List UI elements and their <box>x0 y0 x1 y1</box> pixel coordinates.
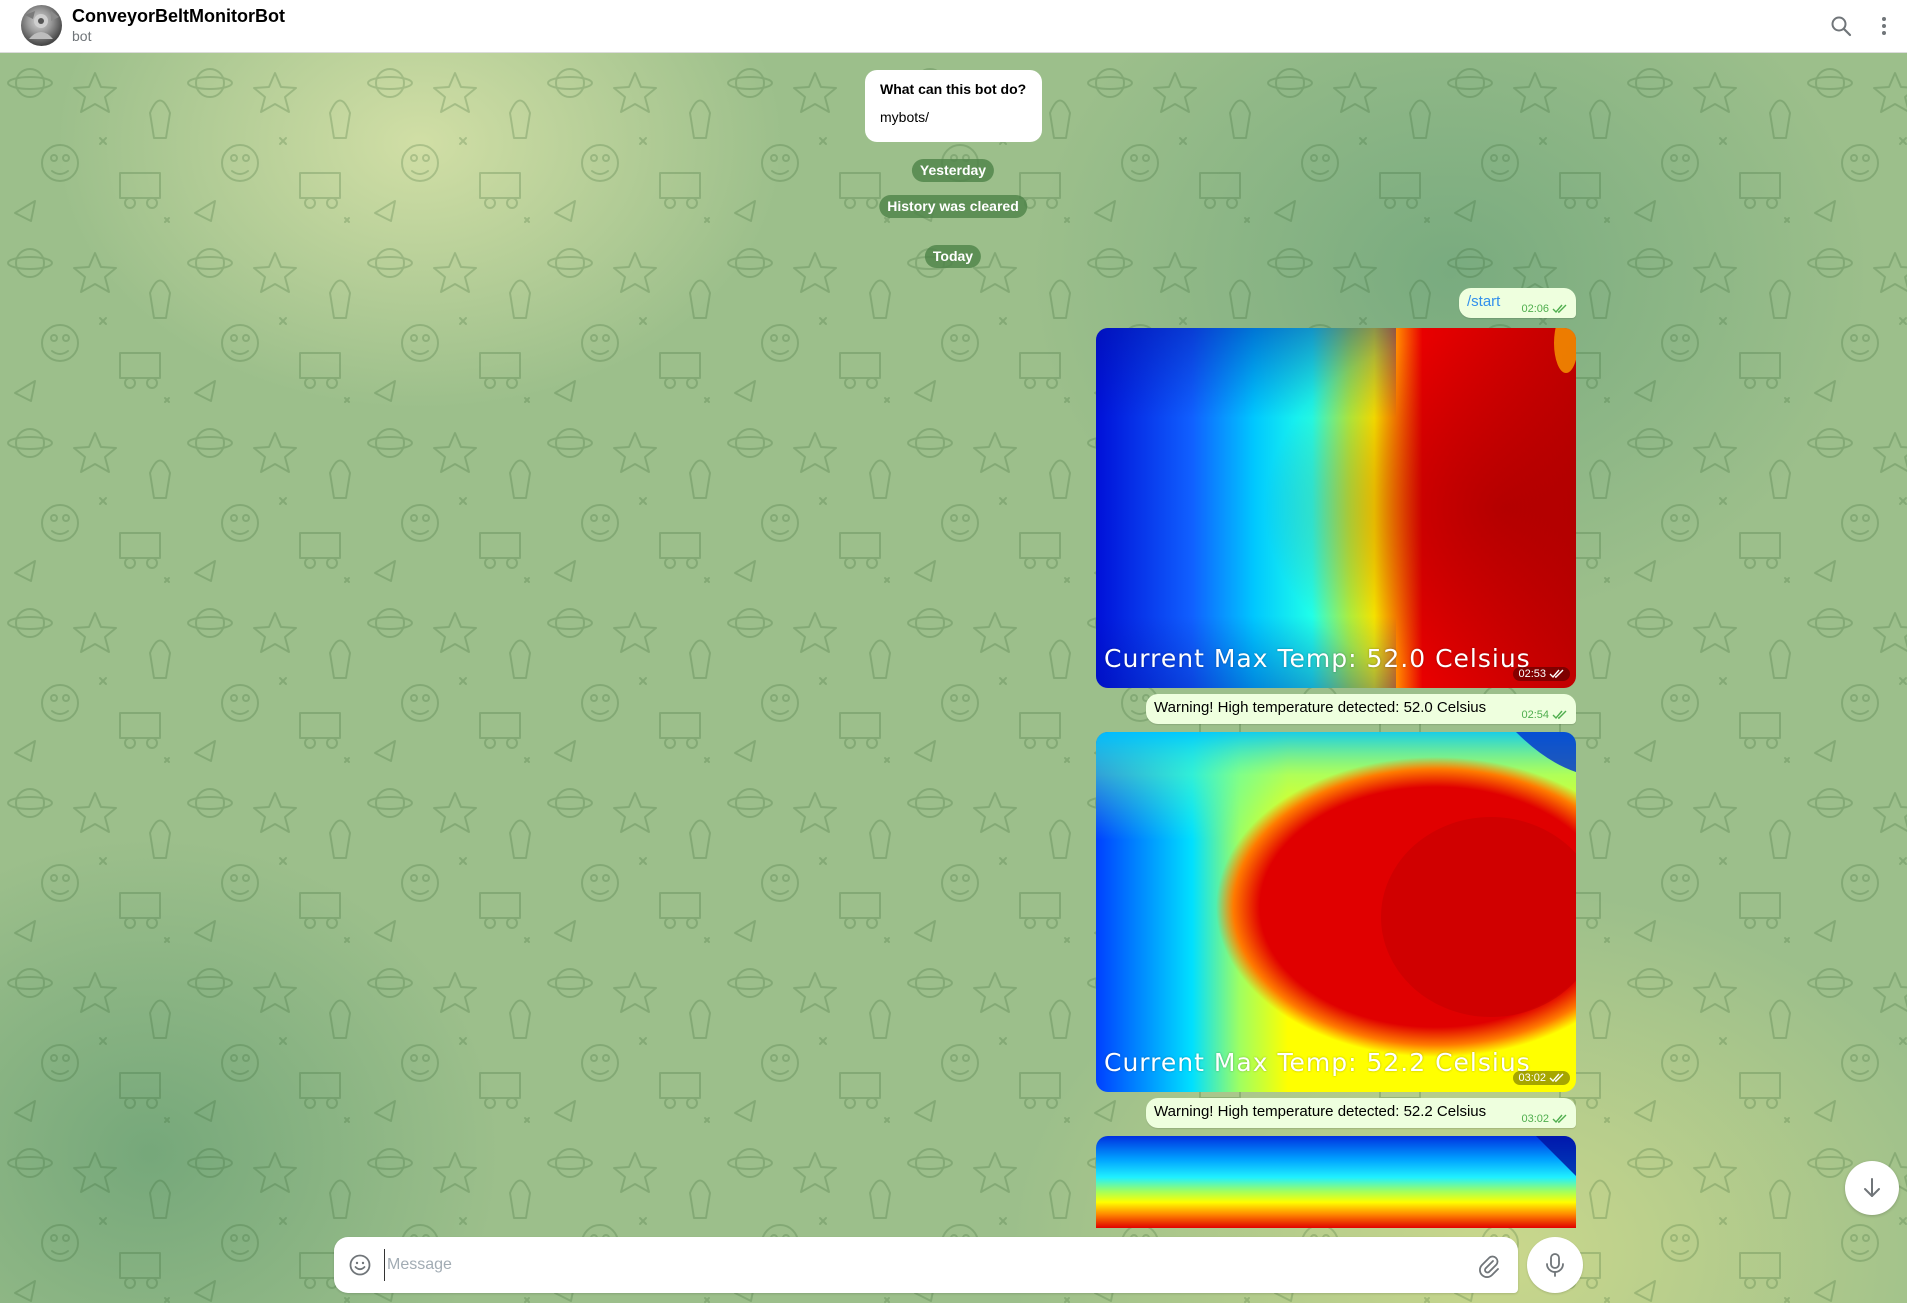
message-text[interactable]: /start <box>1467 293 1501 310</box>
double-check-icon <box>1552 710 1567 720</box>
message-text: Warning! High temperature detected: 52.0… <box>1154 699 1487 716</box>
message-text: Warning! High temperature detected: 52.2… <box>1154 1103 1487 1120</box>
chat-background <box>0 53 1907 1303</box>
message-bubble[interactable]: Warning! High temperature detected: 52.2… <box>1146 1098 1576 1128</box>
message-meta: 02:53 <box>1513 667 1570 681</box>
photo-caption: Current Max Temp: 52.0 Celsius <box>1104 644 1531 673</box>
chat-header: ConveyorBeltMonitorBot bot <box>0 0 1907 53</box>
more-vertical-icon[interactable] <box>1869 11 1899 41</box>
chat-subtitle: bot <box>72 28 92 44</box>
message-meta: 03:02 <box>1513 1071 1570 1085</box>
microphone-button[interactable] <box>1527 1237 1583 1293</box>
date-separator-yesterday: Yesterday <box>911 159 995 182</box>
message-meta: 03:02 <box>1521 1113 1568 1125</box>
chat-title[interactable]: ConveyorBeltMonitorBot <box>72 6 285 26</box>
message-bubble[interactable]: Warning! High temperature detected: 52.0… <box>1146 694 1576 724</box>
message-meta: 02:06 <box>1521 303 1568 315</box>
message-time: 03:02 <box>1521 1113 1549 1125</box>
bot-avatar[interactable] <box>21 5 62 46</box>
date-separator-today: Today <box>924 245 982 268</box>
history-cleared-notice: History was cleared <box>879 195 1027 218</box>
scroll-down-button[interactable] <box>1845 1161 1899 1215</box>
search-icon[interactable] <box>1826 11 1856 41</box>
message-meta: 02:54 <box>1521 709 1568 721</box>
photo-message[interactable]: Current Max Temp: 52.0 Celsius 02:53 <box>1096 328 1576 688</box>
double-check-icon <box>1552 1114 1567 1124</box>
message-time: 02:53 <box>1518 668 1546 680</box>
bot-info-title: What can this bot do? <box>880 81 1027 97</box>
double-check-icon <box>1549 669 1564 679</box>
double-check-icon <box>1549 1073 1564 1083</box>
message-composer <box>334 1237 1518 1293</box>
photo-message[interactable]: Current Max Temp: 52.2 Celsius 03:02 <box>1096 732 1576 1092</box>
message-input[interactable] <box>384 1249 1459 1281</box>
emoji-icon[interactable] <box>348 1253 372 1277</box>
arrow-down-icon <box>1864 1178 1880 1197</box>
thermal-image <box>1096 732 1576 1092</box>
thermal-image <box>1096 328 1576 688</box>
message-bubble[interactable]: /start 02:06 <box>1459 288 1576 318</box>
microphone-icon <box>1546 1253 1564 1277</box>
paperclip-icon[interactable] <box>1475 1252 1501 1278</box>
message-time: 02:06 <box>1521 303 1549 315</box>
photo-message[interactable] <box>1096 1136 1576 1228</box>
doodle-pattern <box>0 53 1907 1303</box>
photo-caption: Current Max Temp: 52.2 Celsius <box>1104 1048 1531 1077</box>
bot-info-text: mybots/ <box>880 109 930 125</box>
message-time: 02:54 <box>1521 709 1549 721</box>
message-time: 03:02 <box>1518 1072 1546 1084</box>
bot-info-card: What can this bot do? mybots/ <box>865 70 1042 142</box>
thermal-image <box>1096 1136 1576 1228</box>
double-check-icon <box>1552 304 1567 314</box>
